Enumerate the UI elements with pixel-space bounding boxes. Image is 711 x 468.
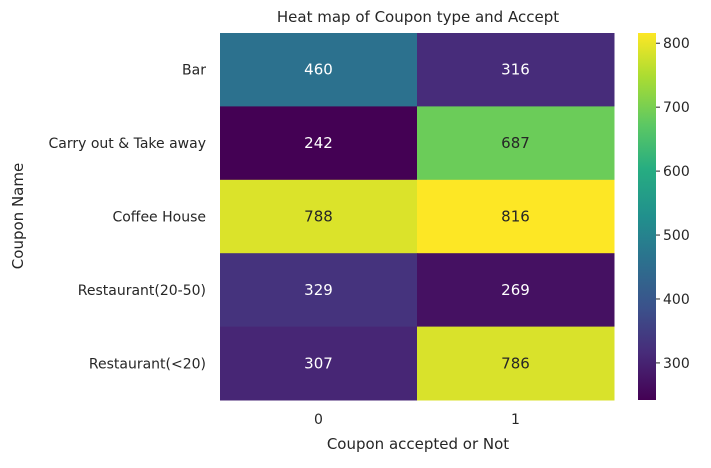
colorbar-tick-label: 800 xyxy=(663,36,690,52)
heatmap-cell xyxy=(220,253,418,328)
cell-value-label: 242 xyxy=(304,134,333,152)
colorbar-tick-label: 300 xyxy=(663,356,690,372)
y-tick-label: Restaurant(<20) xyxy=(89,356,206,372)
cell-value-label: 816 xyxy=(501,208,530,226)
x-tick-label: 0 xyxy=(314,412,323,428)
heatmap-cell xyxy=(220,33,418,107)
heatmap-cell xyxy=(220,326,418,401)
colorbar-tick-label: 600 xyxy=(663,164,690,180)
x-tick-label: 1 xyxy=(511,412,520,428)
cell-value-label: 786 xyxy=(501,354,530,372)
cell-value-label: 316 xyxy=(501,61,530,79)
chart-title: Heat map of Coupon type and Accept xyxy=(277,8,559,26)
cell-value-label: 329 xyxy=(304,281,333,299)
heatmap-cell xyxy=(220,106,418,181)
y-tick-label: Restaurant(20-50) xyxy=(78,283,206,299)
heatmap-cell xyxy=(417,326,615,401)
cell-value-label: 460 xyxy=(304,61,333,79)
y-tick-labels: Bar Carry out & Take away Coffee House Rest… xyxy=(49,63,207,373)
colorbar-gradient xyxy=(638,33,656,400)
colorbar: 300 400 500 600 700 800 xyxy=(638,33,690,400)
y-axis-label: Coupon Name xyxy=(9,163,27,269)
heatmap-cells: 460 316 242 687 788 816 329 269 307 786 xyxy=(220,33,615,401)
heatmap-cell xyxy=(417,106,615,181)
colorbar-tick-label: 500 xyxy=(663,228,690,244)
x-axis-label: Coupon accepted or Not xyxy=(327,435,509,453)
heatmap-cell xyxy=(417,253,615,328)
cell-value-label: 269 xyxy=(501,281,530,299)
y-tick-label: Bar xyxy=(182,63,206,79)
heatmap-cell xyxy=(220,179,418,254)
heatmap-cell xyxy=(417,179,615,254)
colorbar-tick-label: 400 xyxy=(663,292,690,308)
cell-value-label: 687 xyxy=(501,134,530,152)
colorbar-tick-label: 700 xyxy=(663,100,690,116)
cell-value-label: 788 xyxy=(304,208,333,226)
cell-value-label: 307 xyxy=(304,354,333,372)
y-tick-label: Coffee House xyxy=(112,210,206,226)
y-tick-label: Carry out & Take away xyxy=(49,136,206,152)
heatmap-cell xyxy=(417,33,615,107)
